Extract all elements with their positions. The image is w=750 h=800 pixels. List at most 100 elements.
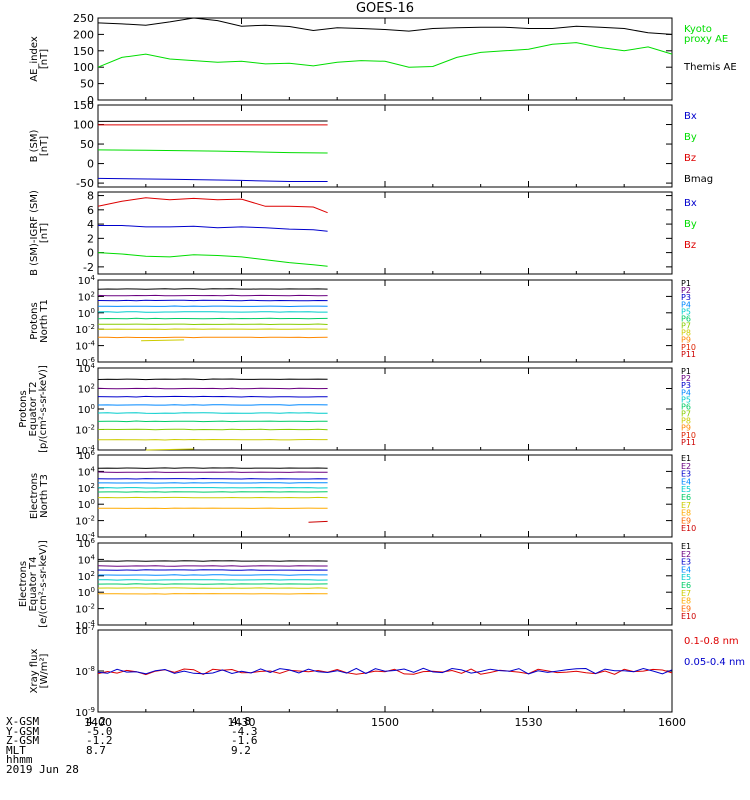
y-tick-label: 50 [80, 78, 94, 91]
eph-z-gsm-label: Z-GSM [6, 734, 40, 747]
panel-7-ylabel-line-0: Xray flux [29, 649, 40, 694]
legend-6-8: E9 [681, 604, 691, 613]
legend-6-7: E8 [681, 597, 691, 606]
panel-2-ylabel-line-0: B (SM)-IGRF (SM) [29, 190, 40, 276]
series-6-2 [97, 569, 328, 571]
panel-5-ylabel: Electrons North T3 [29, 473, 50, 519]
series-2-1 [98, 225, 328, 232]
y-tick-label: 100 [78, 307, 95, 320]
y-tick-label: -2 [83, 261, 94, 274]
legend-0-0: proxy AE [684, 34, 728, 45]
panel-2-ylabel-line-1: [nT] [39, 223, 50, 243]
series-4-4 [97, 412, 328, 414]
panel-5-ylabel-line-0: Electrons [29, 473, 40, 519]
series-5-0 [97, 467, 328, 469]
y-tick-label: 200 [73, 28, 94, 41]
series-3-1 [97, 294, 328, 297]
series-5-2 [97, 477, 328, 480]
series-6-1 [97, 565, 328, 567]
eph-col2-y: -4.3 [231, 724, 258, 738]
legend-3-0: P1 [681, 279, 691, 288]
series-7-1 [97, 667, 673, 675]
panel-0-ylabel: AE_index [nT] [29, 36, 50, 82]
y-tick-label: 50 [80, 138, 94, 151]
panel-1-ylabel-line-1: [nT] [39, 136, 50, 156]
panel-1-ylabel-line-0: B (SM) [29, 129, 40, 162]
y-tick-label: 10-7 [75, 624, 95, 637]
legend-5-9: E10 [681, 524, 696, 533]
legend-6-9: E10 [681, 612, 696, 621]
panel-6-ylabel-line-2: [e/(cm²-s-sr-keV)] [38, 540, 49, 628]
legend-6-4: E5 [681, 573, 691, 582]
y-tick-label: 0 [87, 94, 94, 107]
legend-7-0: 0.1-0.8 nm [684, 636, 739, 647]
eph-col1-mlt: 8.7 [86, 743, 106, 757]
y-tick-label: 104 [78, 362, 96, 375]
eph-col2-mlt: 9.2 [231, 743, 251, 757]
legend-6-6: E7 [681, 589, 691, 598]
y-tick-label: 100 [78, 403, 95, 416]
ephemeris-col2: 4.8 -4.3 -1.6 9.2 [231, 715, 258, 757]
y-tick-label: 102 [78, 482, 95, 495]
series-2-2 [97, 252, 328, 267]
series-4-0 [97, 378, 328, 381]
legend-3-9: P10 [681, 343, 696, 352]
y-tick-label: 10-2 [75, 424, 95, 437]
legend-6-3: E4 [681, 565, 691, 574]
y-tick-label: 0 [87, 158, 94, 171]
legend-3-8: P9 [681, 336, 691, 345]
legend-0-0: Kyoto [684, 24, 712, 35]
eph-col2-x: 4.8 [231, 715, 251, 728]
series-4-5 [97, 420, 328, 423]
y-tick-label: 10-2 [75, 515, 95, 528]
panel-frame [97, 104, 673, 188]
eph-col2-z: -1.6 [231, 734, 258, 747]
series-6-7 [98, 593, 328, 595]
legend-4-0: P1 [681, 367, 691, 376]
legend-5-3: E4 [681, 477, 691, 486]
eph-y-gsm-label: Y-GSM [6, 724, 40, 738]
panel-6-ylabel-line-1: Equator T4 [28, 557, 39, 612]
series-3-4 [97, 311, 328, 313]
y-tick-label: 10-4 [75, 531, 95, 544]
series-3-0 [97, 288, 328, 290]
series-3-3 [98, 305, 328, 308]
legend-1-3: Bmag [684, 174, 713, 185]
legend-5-2: E3 [681, 470, 691, 479]
legend-3-7: P8 [681, 329, 691, 338]
legend-2-2: Bz [684, 240, 696, 251]
legend-7-1: 0.05-0.4 nm [684, 657, 745, 668]
series-4-3 [97, 404, 328, 406]
eph-x-gsm-label: X-GSM [6, 715, 40, 728]
legend-2-0: Bx [684, 198, 697, 209]
legend-4-2: P3 [681, 381, 691, 390]
series-3-5 [97, 317, 328, 320]
series-3-extra [141, 339, 185, 342]
legend-3-3: P4 [681, 300, 691, 309]
series-0-0 [97, 17, 673, 35]
panel-frame [97, 367, 673, 451]
ephemeris-labels: X-GSM Y-GSM Z-GSM MLT hhmm 2019 Jun 28 [6, 715, 79, 774]
panel-frame [97, 191, 673, 275]
panel-0-ylabel-line-0: AE_index [29, 36, 40, 82]
panel-3-ylabel-line-1: North T1 [39, 299, 50, 343]
eph-mlt-label: MLT [6, 743, 26, 757]
legend-4-3: P4 [681, 388, 691, 397]
legend-3-10: P11 [681, 350, 696, 359]
eph-hhmm-label: hhmm [6, 753, 33, 766]
panel-7-ylabel-line-1: [W/m²] [39, 653, 50, 688]
series-3-6 [97, 323, 328, 326]
series-6-0 [97, 560, 328, 562]
legend-6-0: E1 [681, 542, 691, 551]
y-tick-label: 250 [73, 12, 94, 25]
y-tick-label: 6 [87, 204, 94, 217]
legend-2-1: By [684, 219, 697, 230]
eph-col1-y: -5.0 [86, 724, 113, 738]
legend-3-2: P3 [681, 293, 691, 302]
legend-1-1: By [684, 132, 697, 143]
legend-5-7: E8 [681, 509, 691, 518]
y-tick-label: 10-8 [75, 665, 95, 678]
panel-7-ylabel: Xray flux [W/m²] [29, 649, 50, 694]
legend-6-5: E6 [681, 581, 691, 590]
y-tick-label: 4 [87, 218, 94, 231]
